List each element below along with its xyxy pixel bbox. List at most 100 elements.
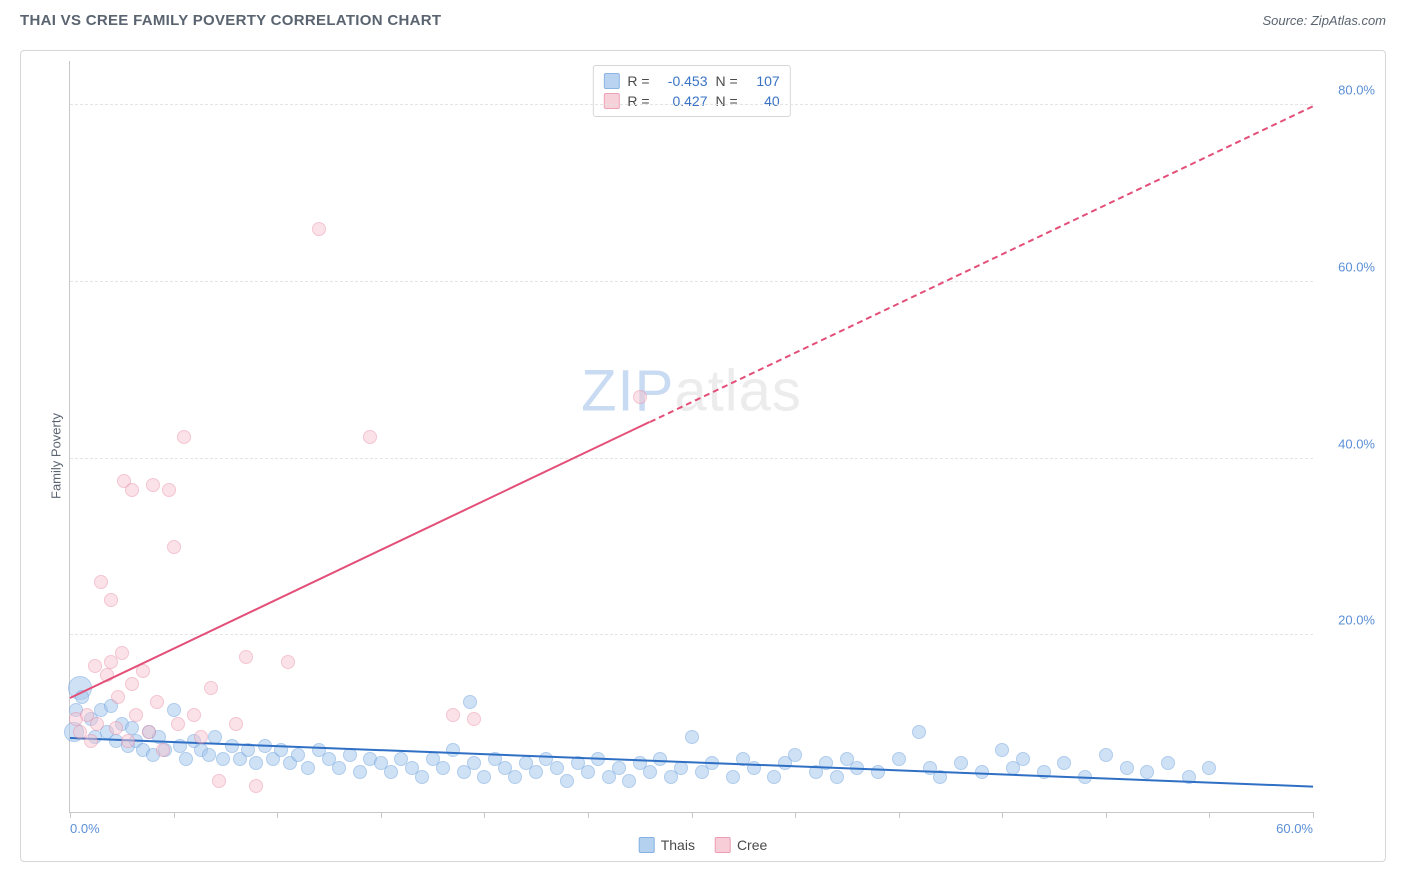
data-point [121,734,135,748]
x-tick [70,812,71,818]
data-point [1161,756,1175,770]
data-point [167,703,181,717]
x-tick-label: 60.0% [1276,821,1313,836]
data-point [581,765,595,779]
data-point [187,708,201,722]
data-point [94,575,108,589]
watermark-zip: ZIP [581,359,674,424]
data-point [202,748,216,762]
data-point [291,748,305,762]
x-tick [1106,812,1107,818]
x-tick [381,812,382,818]
data-point [830,770,844,784]
data-point [90,717,104,731]
source-label: Source: ZipAtlas.com [1262,13,1386,28]
legend-swatch [639,837,655,853]
data-point [415,770,429,784]
data-point [142,725,156,739]
data-point [995,743,1009,757]
data-point [171,717,185,731]
legend-swatch [603,73,619,89]
stats-legend-row: R =0.427N =40 [603,91,779,111]
data-point [125,677,139,691]
x-tick [795,812,796,818]
data-point [529,765,543,779]
x-tick [1209,812,1210,818]
data-point [612,761,626,775]
data-point [146,478,160,492]
data-point [88,659,102,673]
r-value: -0.453 [658,73,708,89]
data-point [301,761,315,775]
legend-swatch [603,93,619,109]
x-tick-label: 0.0% [70,821,100,836]
data-point [249,779,263,793]
data-point [477,770,491,784]
trendline [70,421,651,699]
data-point [1099,748,1113,762]
data-point [225,739,239,753]
data-point [249,756,263,770]
r-value: 0.427 [658,93,708,109]
trendline [650,105,1314,423]
data-point [162,483,176,497]
data-point [508,770,522,784]
data-point [767,770,781,784]
data-point [312,222,326,236]
y-tick-label: 20.0% [1338,613,1375,628]
series-legend: Thais Cree [639,837,768,853]
x-tick [174,812,175,818]
data-point [1057,756,1071,770]
data-point [467,712,481,726]
data-point [125,483,139,497]
watermark: ZIPatlas [581,358,802,425]
n-label: N = [716,73,738,89]
r-label: R = [627,73,649,89]
x-tick [899,812,900,818]
data-point [912,725,926,739]
data-point [467,756,481,770]
legend-label: Cree [737,837,767,853]
data-point [115,646,129,660]
gridline-h [70,458,1313,459]
data-point [353,765,367,779]
data-point [150,695,164,709]
data-point [194,730,208,744]
data-point [436,761,450,775]
data-point [104,593,118,607]
data-point [239,650,253,664]
data-point [229,717,243,731]
y-tick-label: 40.0% [1338,436,1375,451]
data-point [384,765,398,779]
data-point [216,752,230,766]
n-value: 40 [746,93,780,109]
data-point [363,430,377,444]
y-tick-label: 80.0% [1338,83,1375,98]
data-point [109,721,123,735]
data-point [204,681,218,695]
data-point [129,708,143,722]
x-tick [277,812,278,818]
legend-item: Thais [639,837,695,853]
data-point [685,730,699,744]
chart-title: THAI VS CREE FAMILY POVERTY CORRELATION … [20,12,441,29]
data-point [643,765,657,779]
stats-legend: R = -0.453 N = 107 R =0.427N =40 [592,65,790,117]
data-point [446,708,460,722]
data-point [111,690,125,704]
plot-area: ZIPatlas R =-0.453N =107R =0.427N =40 20… [69,61,1313,813]
data-point [84,734,98,748]
x-tick [484,812,485,818]
data-point [954,756,968,770]
data-point [1120,761,1134,775]
x-tick [1313,812,1314,818]
data-point [1140,765,1154,779]
data-point [212,774,226,788]
data-point [332,761,346,775]
data-point [177,430,191,444]
data-point [726,770,740,784]
n-value: 107 [746,73,780,89]
data-point [633,390,647,404]
data-point [622,774,636,788]
data-point [560,774,574,788]
